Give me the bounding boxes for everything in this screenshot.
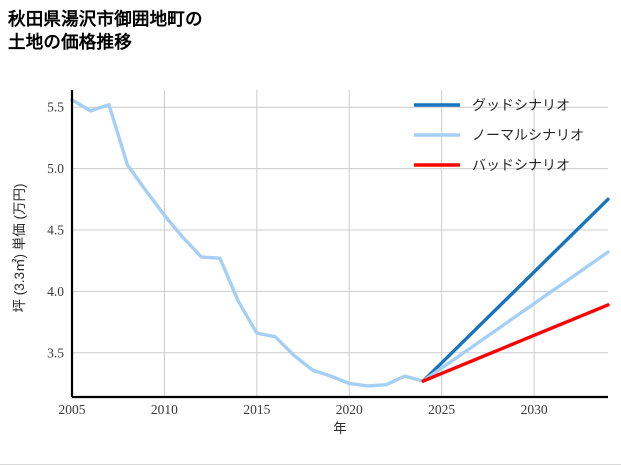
legend-label: グッドシナリオ <box>472 98 570 114</box>
legend-label: ノーマルシナリオ <box>472 129 584 144</box>
x-axis-tick-label: 2010 <box>151 402 178 417</box>
plot-area: 2005 2010 2015 2020 2025 2030 3.5 4.0 4.5 5.0 5.5… <box>12 90 610 436</box>
series-line <box>421 250 610 383</box>
y-axis-tick-label: 5.5 <box>47 100 64 115</box>
series-line <box>421 197 610 383</box>
series-line <box>421 303 610 383</box>
y-axis-tick-label: 5.0 <box>47 161 64 176</box>
x-axis-tick-label: 2020 <box>336 402 363 417</box>
legend-label: バッドシナリオ <box>472 159 570 174</box>
x-axis-tick-label: 2015 <box>243 402 270 417</box>
chart-title: 秋田県湯沢市御囲地町の 土地の価格推移 <box>8 9 203 53</box>
x-axis-tick-label: 2025 <box>428 402 455 417</box>
y-axis-tick-label: 4.0 <box>47 284 64 299</box>
x-axis-tick-labels: 2005 2010 2015 2020 2025 2030 <box>59 402 548 417</box>
y-axis-tick-label: 4.5 <box>47 222 64 237</box>
series-line <box>70 98 425 388</box>
x-axis-tick-label: 2005 <box>59 402 86 417</box>
axis-spines <box>70 90 608 399</box>
y-axis-title: 坪 (3.3㎡) 単価 (万円) <box>12 183 27 312</box>
x-axis-tick-label: 2030 <box>521 402 548 417</box>
y-axis-tick-label: 3.5 <box>47 345 64 360</box>
x-axis-title: 年 <box>333 421 347 436</box>
series-group <box>70 98 610 388</box>
y-axis-tick-labels: 3.5 4.0 4.5 5.0 5.5 <box>47 100 64 361</box>
